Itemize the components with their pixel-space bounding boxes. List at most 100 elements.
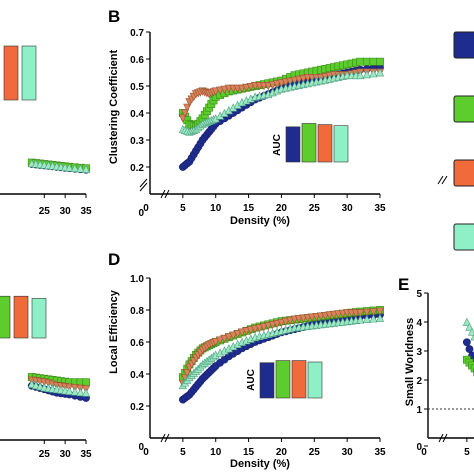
- data-point: [65, 163, 74, 172]
- data-point: [369, 69, 378, 78]
- y-axis-break: [139, 178, 148, 188]
- auc-bar: [0, 295, 11, 339]
- x-tick-label: 30: [60, 206, 72, 217]
- x-tick-label: 35: [80, 206, 92, 217]
- data-point: [277, 318, 286, 328]
- axis-break: [164, 433, 170, 443]
- panel-b-xlabel: Density (%): [230, 215, 290, 227]
- x-tick-label: 0: [143, 203, 149, 214]
- y-tick-label: 0.6: [130, 55, 144, 66]
- y-tick-label: 1: [416, 405, 422, 416]
- x-tick-label: 0: [421, 447, 427, 458]
- x-tick-label: 25: [309, 203, 321, 214]
- data-point: [237, 328, 247, 337]
- data-point: [376, 57, 384, 66]
- x-tick-label: 35: [80, 449, 92, 460]
- data-point: [220, 334, 229, 344]
- legend-swatch-green: [453, 95, 474, 123]
- legend-swatch-orange: [453, 159, 474, 187]
- y-tick-label: 0: [416, 442, 422, 453]
- data-point: [76, 387, 85, 397]
- panel-d-auc-label: AUC: [246, 369, 257, 391]
- data-point: [216, 336, 225, 345]
- data-point: [259, 323, 268, 332]
- data-point: [375, 68, 385, 77]
- axis-break: [160, 189, 166, 199]
- data-point: [369, 308, 378, 317]
- data-point: [65, 386, 74, 395]
- axis-break: [438, 433, 444, 443]
- data-point: [272, 319, 282, 329]
- panel-1: 0 0.2 0.3 0.4 0.5 0.6 0.7 0 5 10 15 20 25 30 35: [130, 28, 386, 219]
- y-tick-label: 0.5: [130, 82, 144, 93]
- data-point: [233, 330, 242, 339]
- data-point: [180, 109, 190, 118]
- x-tick-label: 0: [143, 447, 149, 458]
- data-point: [81, 388, 91, 397]
- auc-bar: [275, 360, 291, 399]
- data-point: [183, 369, 192, 378]
- x-tick-label: 35: [374, 447, 386, 458]
- legend-swatch-navy: [453, 31, 474, 59]
- data-point: [369, 57, 378, 66]
- data-point: [356, 315, 365, 324]
- panel-b-label: B: [108, 7, 120, 26]
- data-point: [242, 327, 251, 336]
- y-tick-label: 1.0: [130, 274, 144, 285]
- panel-d-ylabel: Local Efficiency: [108, 289, 120, 374]
- x-tick-label: 20: [276, 203, 288, 214]
- x-tick-label: 30: [60, 449, 72, 460]
- data-point: [224, 333, 233, 342]
- auc-bar: [31, 298, 47, 339]
- y-tick-label: 2: [416, 376, 422, 387]
- data-point: [375, 307, 385, 316]
- x-tick-label: 30: [342, 203, 354, 214]
- panel-e-label: E: [398, 275, 409, 294]
- y-tick-label: 0.4: [130, 370, 144, 381]
- y-tick-label: 0.2: [130, 402, 144, 413]
- legend-break: [441, 175, 448, 185]
- x-tick-label: 35: [374, 203, 386, 214]
- data-point: [229, 331, 238, 340]
- x-tick-label: 10: [210, 203, 222, 214]
- axis-break: [164, 189, 170, 199]
- panel-d-label: D: [108, 250, 120, 269]
- y-tick-label: 0.4: [130, 109, 144, 120]
- data-point: [268, 321, 277, 330]
- x-tick-label: 10: [210, 447, 222, 458]
- auc-bar: [13, 295, 29, 339]
- data-point: [356, 57, 365, 66]
- panel-0: 25 30 35: [0, 45, 92, 217]
- x-tick-label: 25: [39, 206, 51, 217]
- data-point: [356, 70, 365, 80]
- x-tick-label: 15: [243, 203, 255, 214]
- x-tick-label: 15: [243, 447, 255, 458]
- data-point: [369, 314, 378, 323]
- y-tick-label: 0.6: [130, 338, 144, 349]
- panel-3: 0 0.2 0.4 0.6 0.8 1.0 0 5 10 15 20 25 30 35: [130, 274, 386, 458]
- auc-bar: [307, 361, 323, 399]
- auc-bar: [259, 362, 275, 399]
- y-tick-label: 5: [416, 289, 422, 300]
- data-point: [281, 317, 290, 327]
- y-axis-break: [139, 182, 148, 192]
- x-tick-label: 30: [342, 447, 354, 458]
- data-point: [462, 317, 471, 326]
- data-point: [362, 70, 371, 79]
- data-point: [375, 313, 385, 322]
- auc-bar: [317, 124, 333, 163]
- legend-break: [437, 175, 444, 185]
- data-point: [362, 308, 371, 317]
- data-point: [286, 316, 295, 325]
- data-point: [462, 338, 471, 347]
- y-tick-label: 0: [138, 208, 144, 219]
- panel-2: 25 30 35: [0, 295, 92, 460]
- panel-d-xlabel: Density (%): [230, 458, 290, 470]
- auc-bar: [301, 123, 317, 163]
- panel-b-auc-label: AUC: [272, 134, 283, 156]
- x-tick-label: 5: [180, 447, 186, 458]
- data-point: [183, 103, 192, 112]
- x-tick-label: 20: [276, 447, 288, 458]
- panel-e-ylabel: Small Worldness: [404, 318, 416, 406]
